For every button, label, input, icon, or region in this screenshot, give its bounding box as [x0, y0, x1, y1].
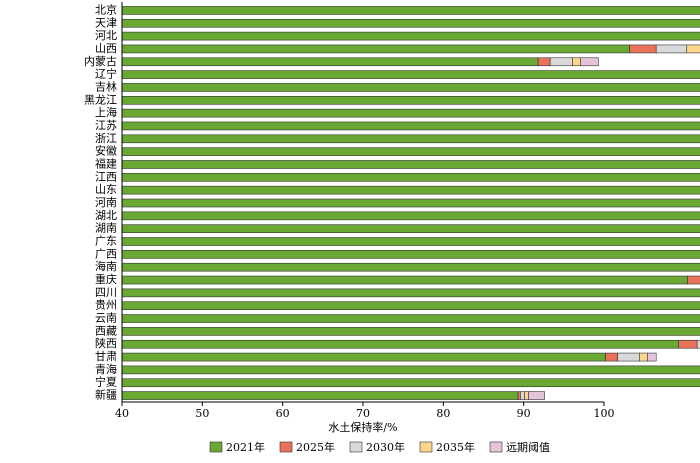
y-tick-label: 四川 — [95, 286, 117, 299]
bar-segment — [617, 352, 640, 362]
bar-segment — [121, 365, 700, 375]
y-tick-label: 浙江 — [95, 132, 117, 145]
bar-segment — [121, 250, 700, 259]
y-tick-label: 河北 — [95, 29, 117, 42]
bar-segment — [121, 44, 631, 54]
bar-segment — [121, 121, 700, 131]
legend-swatch — [209, 441, 223, 453]
y-tick-label: 陕西 — [95, 336, 117, 350]
y-tick-label: 福建 — [95, 156, 117, 170]
bar-segment — [121, 327, 700, 336]
legend-label: 2030年 — [366, 440, 405, 454]
bar-segment — [537, 57, 551, 67]
bar-segment — [121, 339, 680, 349]
x-tick-label: 40 — [115, 407, 129, 420]
y-tick-label: 黑龙江 — [84, 93, 117, 106]
y-tick-label: 天津 — [95, 16, 117, 29]
y-tick-label: 山东 — [95, 183, 117, 196]
bar-segment — [696, 339, 700, 349]
bar-segment — [121, 83, 700, 92]
y-tick-label: 江苏 — [95, 119, 117, 132]
y-tick-label: 西藏 — [95, 324, 117, 337]
bar-segment — [121, 185, 700, 195]
bar-segment — [121, 198, 700, 208]
bar-segment — [639, 352, 648, 362]
bar-segment — [121, 211, 700, 221]
bar-segment — [121, 147, 700, 156]
x-tick-label: 80 — [436, 407, 450, 420]
bar-segment — [121, 288, 700, 298]
bar-segment — [121, 6, 700, 15]
y-tick-label: 云南 — [95, 312, 117, 325]
bar-segment — [121, 314, 700, 323]
y-tick-label: 海南 — [95, 259, 117, 273]
y-tick-label: 吉林 — [95, 79, 117, 93]
bar-segment — [121, 301, 700, 311]
y-tick-label: 江西 — [95, 170, 117, 183]
bar-segment — [647, 352, 657, 362]
bar-segment — [121, 224, 700, 233]
bar-segment — [121, 18, 700, 28]
bar-segment — [517, 391, 521, 400]
bar-segment — [121, 262, 700, 272]
y-tick-label: 青海 — [95, 362, 117, 376]
bar-segment — [686, 44, 700, 54]
y-tick-label: 北京 — [95, 2, 117, 16]
bar-segment — [678, 339, 698, 349]
bar-segment — [524, 391, 529, 400]
bar-segment — [549, 57, 573, 67]
bar-segment — [121, 70, 700, 79]
legend-label: 2021年 — [226, 440, 265, 454]
x-tick-label: 50 — [195, 407, 209, 420]
y-tick-label: 新疆 — [95, 388, 117, 402]
bar-segment — [687, 275, 700, 285]
bar-segment — [121, 391, 519, 400]
bar-segment — [629, 44, 657, 54]
y-tick-label: 宁夏 — [95, 375, 117, 389]
bar-segment — [121, 31, 700, 41]
bar-segment — [121, 237, 700, 246]
x-tick-label: 60 — [276, 407, 290, 420]
bar-segment — [520, 391, 525, 400]
y-tick-label: 湖北 — [95, 209, 117, 222]
bar-segment — [121, 95, 700, 105]
x-tick-label: 90 — [517, 407, 531, 420]
bar-segment — [572, 57, 582, 67]
y-tick-label: 甘肃 — [95, 350, 117, 363]
y-tick-label: 湖南 — [95, 222, 117, 235]
legend-label: 远期阈值 — [506, 440, 550, 454]
bar-segment — [528, 391, 545, 400]
legend-swatch — [419, 441, 433, 453]
y-tick-label: 贵州 — [95, 299, 117, 312]
bar-segment — [121, 160, 700, 169]
x-tick-label: 70 — [356, 407, 370, 420]
legend-label: 2035年 — [436, 440, 475, 454]
bar-segment — [121, 134, 700, 144]
bar-segment — [605, 352, 618, 362]
bar-segment — [580, 57, 599, 67]
y-tick-label: 山西 — [95, 42, 117, 55]
y-tick-label: 内蒙古 — [84, 54, 117, 68]
y-tick-label: 上海 — [95, 105, 117, 119]
y-tick-label: 河南 — [95, 196, 117, 209]
bar-segment — [121, 378, 700, 388]
x-tick-label: 100 — [594, 407, 615, 420]
legend-swatch — [489, 441, 503, 453]
y-tick-label: 安徽 — [95, 144, 117, 158]
legend-swatch — [279, 441, 293, 453]
y-tick-label: 重庆 — [95, 272, 117, 286]
bar-segment — [121, 173, 700, 182]
y-tick-label: 辽宁 — [95, 67, 117, 81]
y-tick-label: 广东 — [95, 235, 117, 248]
y-tick-label: 广西 — [95, 247, 117, 260]
bar-segment — [121, 352, 606, 362]
bar-segment — [121, 275, 688, 285]
bar-segment — [121, 108, 700, 118]
x-axis-label: 水土保持率/% — [328, 420, 397, 434]
legend-swatch — [349, 441, 363, 453]
bar-segment — [655, 44, 688, 54]
bar-segment — [121, 57, 539, 67]
legend-label: 2025年 — [296, 440, 335, 454]
